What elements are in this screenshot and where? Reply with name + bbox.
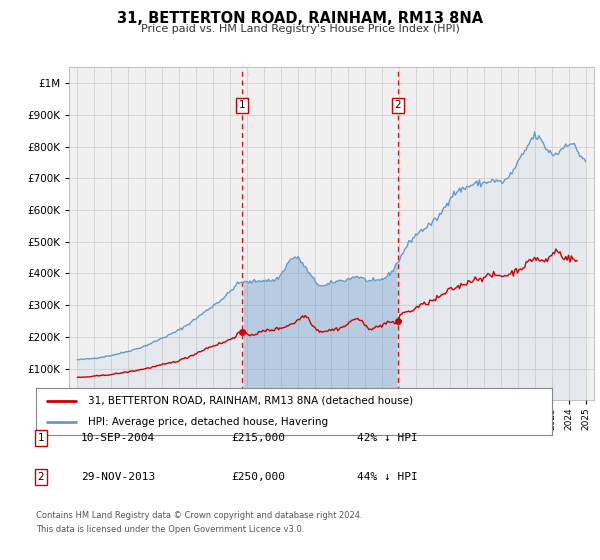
Text: 44% ↓ HPI: 44% ↓ HPI (357, 472, 418, 482)
Text: HPI: Average price, detached house, Havering: HPI: Average price, detached house, Have… (88, 417, 328, 427)
Text: 29-NOV-2013: 29-NOV-2013 (81, 472, 155, 482)
Text: 1: 1 (239, 100, 245, 110)
Text: 31, BETTERTON ROAD, RAINHAM, RM13 8NA (detached house): 31, BETTERTON ROAD, RAINHAM, RM13 8NA (d… (88, 396, 413, 405)
Text: 2: 2 (37, 472, 44, 482)
Text: Price paid vs. HM Land Registry's House Price Index (HPI): Price paid vs. HM Land Registry's House … (140, 24, 460, 34)
Text: This data is licensed under the Open Government Licence v3.0.: This data is licensed under the Open Gov… (36, 525, 304, 534)
Text: 10-SEP-2004: 10-SEP-2004 (81, 433, 155, 443)
Text: 2: 2 (394, 100, 401, 110)
Text: £215,000: £215,000 (231, 433, 285, 443)
Text: 1: 1 (37, 433, 44, 443)
Text: 42% ↓ HPI: 42% ↓ HPI (357, 433, 418, 443)
Text: £250,000: £250,000 (231, 472, 285, 482)
Text: Contains HM Land Registry data © Crown copyright and database right 2024.: Contains HM Land Registry data © Crown c… (36, 511, 362, 520)
Text: 31, BETTERTON ROAD, RAINHAM, RM13 8NA: 31, BETTERTON ROAD, RAINHAM, RM13 8NA (117, 11, 483, 26)
